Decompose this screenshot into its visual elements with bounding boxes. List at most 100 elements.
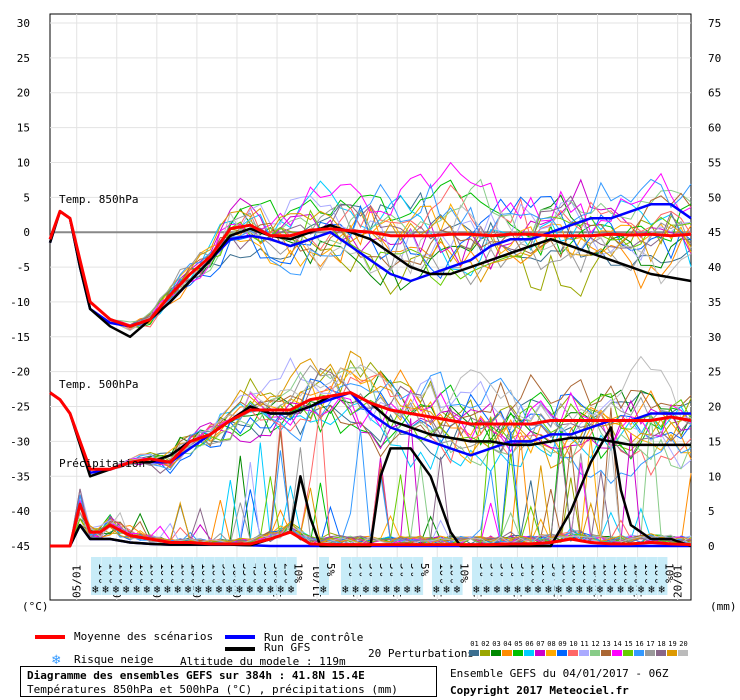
snowflake-icon: ❄ (617, 583, 624, 596)
perturbation-swatch (513, 650, 523, 656)
snow-risk-cell (121, 557, 132, 595)
left-axis-unit: (°C) (22, 600, 49, 613)
snow-risk-cell (152, 557, 163, 595)
chart-subtitle: Températures 850hPa et 500hPa (°C) , pré… (27, 683, 398, 696)
right-tick-label: 30 (708, 331, 721, 344)
snowflake-icon: ❄ (205, 583, 212, 596)
snowflake-icon: ❄ (454, 583, 461, 596)
snowflake-icon: ❄ (195, 583, 202, 596)
snowflake-icon: ❄ (576, 583, 583, 596)
left-tick-label: 30 (17, 17, 30, 30)
snowflake-icon: ❄ (483, 583, 490, 596)
snow-risk-cell (101, 557, 112, 595)
snowflake-icon: ❄ (92, 583, 99, 596)
snowflake-icon: ❄ (607, 583, 614, 596)
perturbation-swatch (502, 650, 512, 656)
snow-risk-cell (564, 557, 575, 595)
perturbation-swatch (557, 650, 567, 656)
perturbation-id-label: 12 (591, 640, 600, 648)
perturbation-id-label: 11 (580, 640, 589, 648)
snow-risk-cell (616, 557, 627, 595)
left-tick-label: -25 (10, 401, 30, 414)
perturbation-swatch (656, 650, 666, 656)
snow-risk-cell (554, 557, 565, 595)
perturbation-swatch (601, 650, 611, 656)
perturbation-line-14 (49, 161, 692, 326)
perturbations-label: 20 Perturbations (368, 647, 474, 660)
snowflake-icon: ❄ (102, 583, 109, 596)
perturbation-id-label: 18 (657, 640, 666, 648)
perturbation-legend: 01 02 03 04 05 06 07 08 09 10 11 12 13 14 15 16 17 18 19 20 (469, 640, 691, 658)
perturbation-swatch (469, 650, 479, 656)
main-series-lines (48, 203, 692, 548)
snow-risk-cell (533, 557, 544, 595)
snowflake-icon: ❄ (185, 583, 192, 596)
left-tick-label: 10 (17, 156, 30, 169)
snow-risk-cell (636, 557, 647, 595)
perturbation-id-label: 02 (481, 640, 490, 648)
panel-label-precip: Précipitation (59, 457, 145, 470)
snowflake-icon: ❄ (216, 583, 223, 596)
right-tick-label: 55 (708, 156, 721, 169)
snow-risk-cell (341, 557, 351, 595)
snow-risk-cell (204, 557, 215, 595)
perturbation-line-18 (49, 367, 692, 474)
perturbation-swatch (535, 650, 545, 656)
snowflake-icon: ❄ (133, 583, 140, 596)
snowflake-icon: ❄ (628, 583, 635, 596)
right-tick-label: 0 (708, 540, 715, 553)
snowflake-icon: ❄ (236, 583, 243, 596)
legend-swatch-mean (35, 635, 65, 639)
snow-risk-cell (142, 557, 153, 595)
snowflake-icon: ❄ (555, 583, 562, 596)
legend-swatch-control (225, 635, 255, 639)
left-tick-label: -45 (10, 540, 30, 553)
snow-risk-cell (163, 557, 174, 595)
snowflake-icon: ❄ (638, 583, 645, 596)
legend-swatch-gfs (225, 647, 255, 651)
perturbation-id-label: 09 (558, 640, 567, 648)
snow-risk-cell (286, 557, 297, 595)
right-axis-unit: (mm) (710, 600, 737, 613)
snow-risk-cell (276, 557, 287, 595)
snowflake-icon: ❄ (414, 583, 421, 596)
series-t850-moyenne-des-sc-narios (48, 209, 692, 328)
snow-risk-cell (472, 557, 482, 595)
snowflake-icon: ❄ (277, 583, 284, 596)
perturbation-swatch (645, 650, 655, 656)
perturbation-swatch (579, 650, 589, 656)
perturbation-swatch (612, 650, 622, 656)
perturbation-swatch (667, 650, 677, 656)
snowflake-icon: ❄ (545, 583, 552, 596)
snowflake-icon: ❄ (658, 583, 665, 596)
left-tick-label: 25 (17, 52, 30, 65)
perturbation-id-label: 08 (547, 640, 556, 648)
snow-risk-cell (245, 557, 256, 595)
perturbation-swatch (590, 650, 600, 656)
snow-risk-cell (132, 557, 143, 595)
snowflake-icon: ❄ (373, 583, 380, 596)
perturbation-line-20 (49, 355, 692, 470)
snowflake-icon: ❄ (144, 583, 151, 596)
snowflake-icon: ❄ (154, 583, 161, 596)
perturbation-swatch (623, 650, 633, 656)
right-tick-label: 35 (708, 296, 721, 309)
snow-risk-cell (413, 557, 424, 595)
snow-risk-cell (214, 557, 225, 595)
snow-risk-label: 5% (324, 563, 337, 577)
snow-risk-cell (482, 557, 493, 595)
left-tick-label: -35 (10, 470, 30, 483)
left-tick-label: -30 (10, 435, 30, 448)
snowflake-icon: ❄ (535, 583, 542, 596)
perturbation-swatch (634, 650, 644, 656)
snowflake-icon: ❄ (52, 652, 61, 668)
snowflake-icon: ❄ (597, 583, 604, 596)
snow-risk-cell (224, 557, 235, 595)
snow-risk-cell (371, 557, 382, 595)
snow-risk-band: 10%❄10%❄10%❄10%❄10%❄10%❄10%❄10%❄10%❄10%❄… (91, 557, 675, 596)
snow-risk-cell (647, 557, 658, 595)
snowflake-icon: ❄ (443, 583, 450, 596)
